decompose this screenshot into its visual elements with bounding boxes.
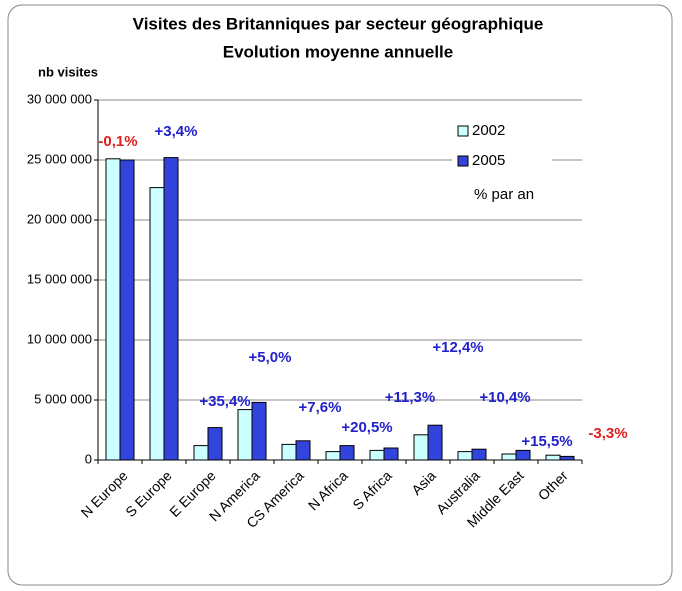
bar [149, 187, 165, 461]
legend-bg [452, 115, 552, 215]
bar [339, 445, 355, 461]
bar [193, 445, 209, 461]
bar [295, 440, 311, 461]
annotation: +35,4% [199, 393, 250, 410]
bar [325, 451, 341, 461]
bar [281, 443, 297, 461]
bar [457, 451, 473, 461]
bar [427, 424, 443, 461]
bar [559, 455, 575, 461]
chart-subtitle: Evolution moyenne annuelle [223, 42, 453, 61]
bar [105, 158, 121, 461]
legend-label: 2002 [472, 122, 505, 139]
annotation-title: % par an [474, 186, 534, 203]
annotation: +7,6% [299, 399, 342, 416]
bar [251, 401, 267, 461]
bar [119, 159, 135, 461]
annotation: +11,3% [385, 389, 435, 406]
bar [515, 449, 531, 461]
y-tick-label: 0 [85, 451, 92, 466]
y-tick-label: 5 000 000 [34, 391, 92, 406]
bar [413, 434, 429, 461]
annotation: +12,4% [432, 339, 483, 356]
y-tick-label: 20 000 000 [27, 211, 92, 226]
legend-swatch [457, 125, 469, 137]
annotation: +5,0% [249, 349, 292, 366]
legend-swatch [457, 155, 469, 167]
bar [369, 449, 385, 461]
y-tick-label: 15 000 000 [27, 271, 92, 286]
y-tick-label: 30 000 000 [27, 91, 92, 106]
annotation: +10,4% [479, 389, 530, 406]
bar [207, 427, 223, 461]
annotation: -0,1% [98, 133, 137, 150]
bar [471, 448, 487, 461]
bar [163, 157, 179, 461]
legend: 2002 2005 % par an [452, 115, 552, 215]
bar [237, 409, 253, 461]
chart-title: Visites des Britanniques par secteur géo… [133, 14, 544, 33]
annotation: +20,5% [341, 419, 392, 436]
y-tick-label: 10 000 000 [27, 331, 92, 346]
y-tick-label: 25 000 000 [27, 151, 92, 166]
bar [383, 447, 399, 461]
annotation: +15,5% [521, 433, 572, 450]
y-axis-label: nb visites [38, 64, 98, 79]
legend-label: 2005 [472, 152, 505, 169]
bar [501, 453, 517, 461]
bar [545, 454, 561, 461]
annotation: +3,4% [155, 123, 198, 140]
annotation: -3,3% [588, 425, 627, 442]
